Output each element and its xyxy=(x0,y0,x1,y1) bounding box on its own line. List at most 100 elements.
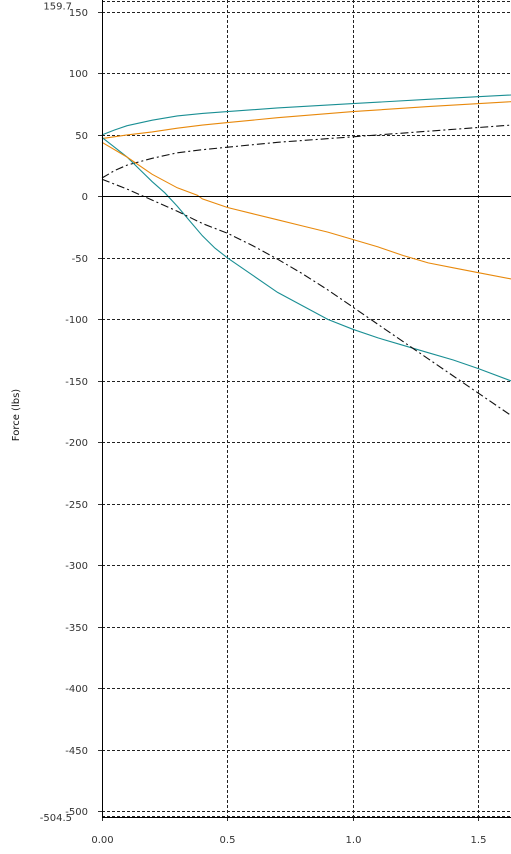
x-tick-label: 0.5 xyxy=(220,835,236,846)
series-4-point xyxy=(252,275,253,276)
series-2-point xyxy=(127,134,128,135)
series-4-point xyxy=(114,147,115,148)
series-6-point xyxy=(403,341,404,342)
series-6-point xyxy=(352,307,353,308)
series-2-point xyxy=(352,111,353,112)
series-6-point xyxy=(377,324,378,325)
series-3-point xyxy=(202,149,203,150)
y-tick-label: -100 xyxy=(65,315,88,326)
series-4-point xyxy=(202,235,203,236)
series-3-point xyxy=(352,136,353,137)
series-3-point xyxy=(152,158,153,159)
series-6-point xyxy=(277,259,278,260)
series-1-point xyxy=(152,120,153,121)
series-5-point xyxy=(453,267,454,268)
series-6-point xyxy=(177,211,178,212)
series-2-point xyxy=(202,125,203,126)
series-3-point xyxy=(277,142,278,143)
y-tick-label: -300 xyxy=(65,561,88,572)
y-tick-label: 150 xyxy=(69,8,88,19)
series-1-point xyxy=(177,115,178,116)
series-4-point xyxy=(478,368,479,369)
series-line-1 xyxy=(101,94,511,136)
series-1-point xyxy=(202,113,203,114)
series-line-2 xyxy=(101,101,511,140)
x-tick-label: 0.00 xyxy=(91,835,113,846)
series-4-point xyxy=(327,319,328,320)
series-1-point xyxy=(127,125,128,126)
series-6-point xyxy=(327,289,328,290)
series-4-point xyxy=(139,169,140,170)
series-line-5 xyxy=(101,141,511,280)
series-4-point xyxy=(152,181,153,182)
series-layer xyxy=(101,94,511,416)
x-tick-label: 1.5 xyxy=(471,835,487,846)
series-1-point xyxy=(352,103,353,104)
series-2-point xyxy=(277,117,278,118)
series-6-point xyxy=(252,245,253,246)
series-2-point xyxy=(227,122,228,123)
series-5-point xyxy=(478,272,479,273)
label-layer: 150 100 50 0 -50 -100 -150 -200 -250 -300 -350 -400… xyxy=(40,2,487,847)
series-5-point xyxy=(277,219,278,220)
series-4-point xyxy=(277,292,278,293)
series-5-point xyxy=(302,225,303,226)
series-4-point xyxy=(352,329,353,330)
y-tick-label: -250 xyxy=(65,500,88,511)
series-4-point xyxy=(227,257,228,258)
series-6-point xyxy=(227,233,228,234)
y-tick-label: -200 xyxy=(65,438,88,449)
series-line-3 xyxy=(101,124,511,179)
series-5-point xyxy=(327,232,328,233)
y-max-label: 159.7 xyxy=(43,2,72,13)
series-4-point xyxy=(214,248,215,249)
series-5-point xyxy=(252,213,253,214)
axis-layer xyxy=(98,0,511,821)
series-1-point xyxy=(277,107,278,108)
series-5-point xyxy=(352,239,353,240)
series-4-point xyxy=(453,359,454,360)
y-tick-label: 100 xyxy=(69,69,88,80)
series-line-4 xyxy=(101,136,511,382)
series-6-point xyxy=(202,223,203,224)
series-5-point xyxy=(152,174,153,175)
series-3-point xyxy=(227,147,228,148)
y-tick-label: -500 xyxy=(65,807,88,818)
y-tick-label: 0 xyxy=(82,192,88,203)
y-tick-label: 50 xyxy=(75,131,88,142)
series-2-point xyxy=(428,106,429,107)
series-4-point xyxy=(403,345,404,346)
series-4-point xyxy=(164,192,165,193)
series-5-point xyxy=(227,207,228,208)
series-5-point xyxy=(428,262,429,263)
grid-layer xyxy=(102,0,511,817)
series-5-point xyxy=(197,195,198,196)
y-tick-label: -400 xyxy=(65,684,88,695)
series-2-point xyxy=(152,131,153,132)
series-6-point xyxy=(428,358,429,359)
y-tick-label: -450 xyxy=(65,746,88,757)
series-4-point xyxy=(428,352,429,353)
y-tick-label: -350 xyxy=(65,623,88,634)
series-5-point xyxy=(177,187,178,188)
y-min-label: -504.5 xyxy=(40,813,72,824)
series-3-point xyxy=(114,170,115,171)
series-3-point xyxy=(127,165,128,166)
series-1-point xyxy=(114,129,115,130)
series-4-point xyxy=(377,337,378,338)
y-axis-label: Force (lbs) xyxy=(11,389,22,441)
series-5-point xyxy=(127,157,128,158)
series-1-point xyxy=(428,99,429,100)
series-6-point xyxy=(152,200,153,201)
y-tick-label: -150 xyxy=(65,377,88,388)
series-4-point xyxy=(177,206,178,207)
y-tick-label: -50 xyxy=(72,254,88,265)
series-1-point xyxy=(227,111,228,112)
series-2-point xyxy=(177,128,178,129)
x-tick-label: 1.0 xyxy=(346,835,362,846)
series-6-point xyxy=(127,189,128,190)
series-5-point xyxy=(377,246,378,247)
series-5-point xyxy=(403,255,404,256)
